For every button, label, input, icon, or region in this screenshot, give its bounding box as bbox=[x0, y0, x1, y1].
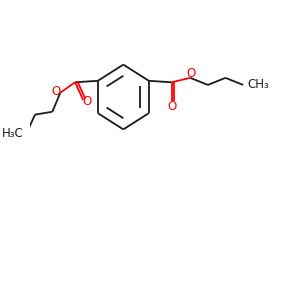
Text: O: O bbox=[82, 95, 92, 108]
Text: O: O bbox=[51, 85, 60, 98]
Text: H₃C: H₃C bbox=[2, 127, 24, 140]
Text: O: O bbox=[167, 100, 176, 113]
Text: O: O bbox=[186, 67, 195, 80]
Text: CH₃: CH₃ bbox=[247, 78, 269, 92]
